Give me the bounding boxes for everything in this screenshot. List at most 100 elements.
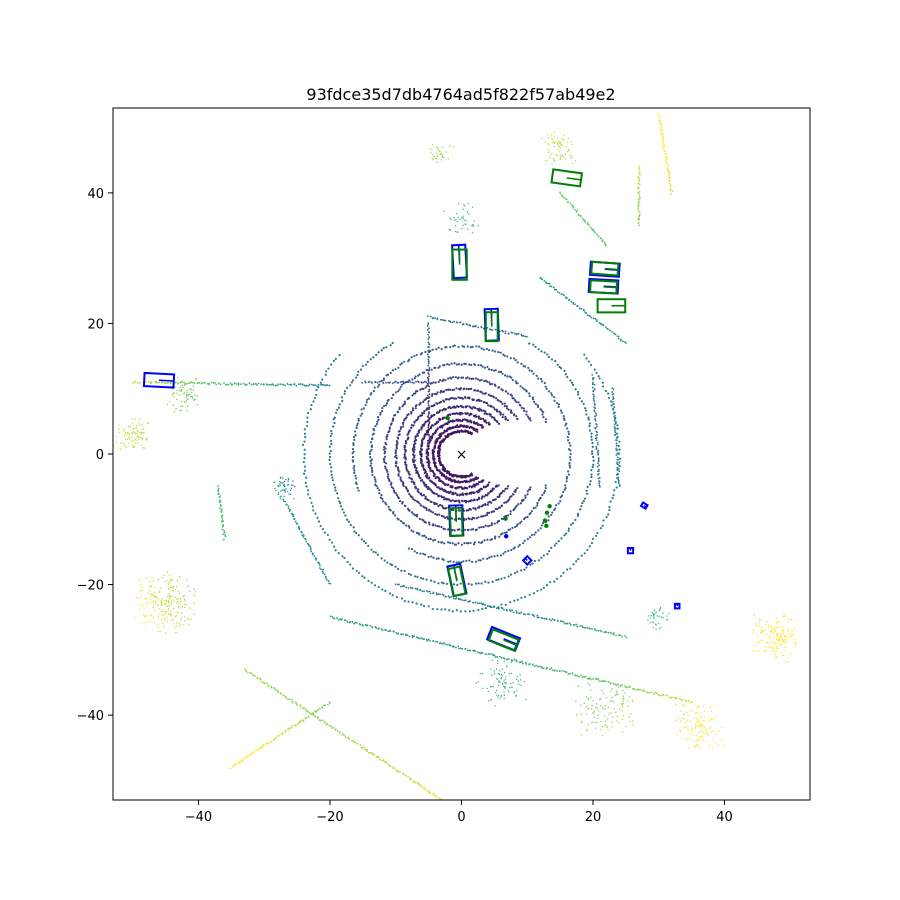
lidar-point bbox=[364, 381, 367, 384]
lidar-point bbox=[330, 470, 333, 473]
lidar-point bbox=[152, 600, 155, 602]
lidar-point bbox=[430, 394, 434, 398]
lidar-point bbox=[172, 599, 175, 602]
lidar-point bbox=[335, 411, 338, 414]
lidar-point bbox=[382, 448, 386, 451]
lidar-point bbox=[469, 499, 473, 502]
lidar-point bbox=[596, 703, 598, 705]
lidar-point bbox=[403, 453, 406, 456]
lidar-point bbox=[700, 735, 703, 738]
lidar-point bbox=[382, 500, 385, 503]
lidar-point bbox=[353, 430, 357, 433]
lidar-point bbox=[598, 680, 600, 682]
lidar-point bbox=[167, 613, 170, 616]
lidar-point bbox=[192, 389, 194, 391]
lidar-point bbox=[473, 363, 476, 366]
lidar-point bbox=[568, 464, 571, 467]
lidar-point bbox=[610, 632, 613, 635]
lidar-point bbox=[423, 410, 426, 413]
lidar-point bbox=[176, 392, 178, 394]
ring-3 bbox=[418, 411, 491, 497]
lidar-point bbox=[303, 440, 306, 443]
lidar-point bbox=[609, 329, 612, 332]
lidar-point bbox=[461, 227, 463, 230]
lidar-point bbox=[473, 485, 476, 488]
lidar-point bbox=[764, 646, 767, 648]
lidar-point bbox=[374, 478, 377, 481]
lidar-point bbox=[513, 546, 516, 549]
lidar-point bbox=[162, 613, 164, 616]
lidar-point bbox=[487, 483, 490, 486]
lidar-point bbox=[383, 559, 386, 562]
lidar-point bbox=[420, 445, 423, 448]
lidar-point bbox=[794, 646, 796, 649]
lidar-point bbox=[637, 187, 640, 190]
lidar-point bbox=[378, 627, 380, 630]
lidar-point bbox=[557, 502, 560, 505]
lidar-point bbox=[133, 446, 135, 448]
lidar-point bbox=[776, 626, 778, 629]
lidar-point bbox=[503, 608, 505, 611]
lidar-point bbox=[603, 680, 606, 683]
lidar-point bbox=[592, 317, 595, 320]
lidar-point bbox=[431, 393, 434, 396]
lidar-point bbox=[784, 641, 787, 643]
lidar-point bbox=[401, 405, 404, 408]
lidar-point bbox=[570, 154, 572, 156]
lidar-point bbox=[487, 492, 490, 495]
lidar-point bbox=[171, 393, 174, 396]
lidar-point bbox=[149, 382, 151, 385]
lidar-point bbox=[424, 521, 427, 524]
lidar-point bbox=[468, 610, 472, 613]
lidar-point bbox=[691, 728, 693, 730]
lidar-point bbox=[437, 557, 440, 560]
lidar-point bbox=[160, 618, 162, 621]
lidar-point bbox=[356, 742, 359, 745]
lidar-point bbox=[455, 212, 458, 215]
lidar-point bbox=[521, 386, 524, 389]
lidar-point bbox=[760, 619, 762, 621]
lidar-point bbox=[186, 410, 188, 412]
lidar-point bbox=[217, 485, 219, 488]
lidar-point bbox=[372, 429, 376, 432]
lidar-point bbox=[447, 398, 450, 401]
lidar-point bbox=[396, 411, 399, 414]
lidar-point bbox=[795, 637, 797, 640]
lidar-point bbox=[486, 557, 489, 560]
lidar-point bbox=[755, 623, 757, 625]
lidar-point bbox=[563, 369, 566, 373]
lidar-point bbox=[426, 461, 429, 464]
lidar-point bbox=[513, 658, 516, 661]
lidar-point bbox=[407, 775, 410, 778]
lidar-point bbox=[474, 650, 477, 652]
lidar-point bbox=[590, 722, 592, 724]
lidar-point bbox=[428, 351, 431, 354]
lidar-point bbox=[134, 380, 137, 383]
lidar-point bbox=[477, 225, 479, 227]
lidar-point bbox=[284, 500, 287, 503]
lidar-point bbox=[173, 392, 175, 394]
lidar-point bbox=[448, 363, 451, 366]
lidar-point bbox=[435, 348, 438, 351]
lidar-point bbox=[699, 722, 702, 724]
lidar-point bbox=[442, 424, 445, 427]
lidar-point bbox=[368, 452, 371, 455]
lidar-point bbox=[659, 628, 661, 630]
lidar-point bbox=[357, 534, 360, 537]
lidar-point bbox=[437, 148, 439, 150]
lidar-point bbox=[159, 613, 161, 616]
lidar-point bbox=[242, 382, 245, 385]
lidar-point bbox=[246, 671, 249, 674]
lidar-point bbox=[593, 712, 595, 714]
lidar-point bbox=[146, 606, 148, 608]
lidar-point bbox=[436, 155, 439, 157]
lidar-point bbox=[576, 390, 580, 394]
lidar-point bbox=[451, 610, 454, 613]
lidar-point bbox=[496, 656, 499, 658]
lidar-point bbox=[183, 624, 185, 626]
lidar-point bbox=[407, 359, 410, 363]
lidar-point bbox=[189, 607, 191, 609]
lidar-point bbox=[263, 383, 265, 385]
lidar-point bbox=[509, 528, 512, 531]
lidar-point bbox=[344, 736, 347, 739]
